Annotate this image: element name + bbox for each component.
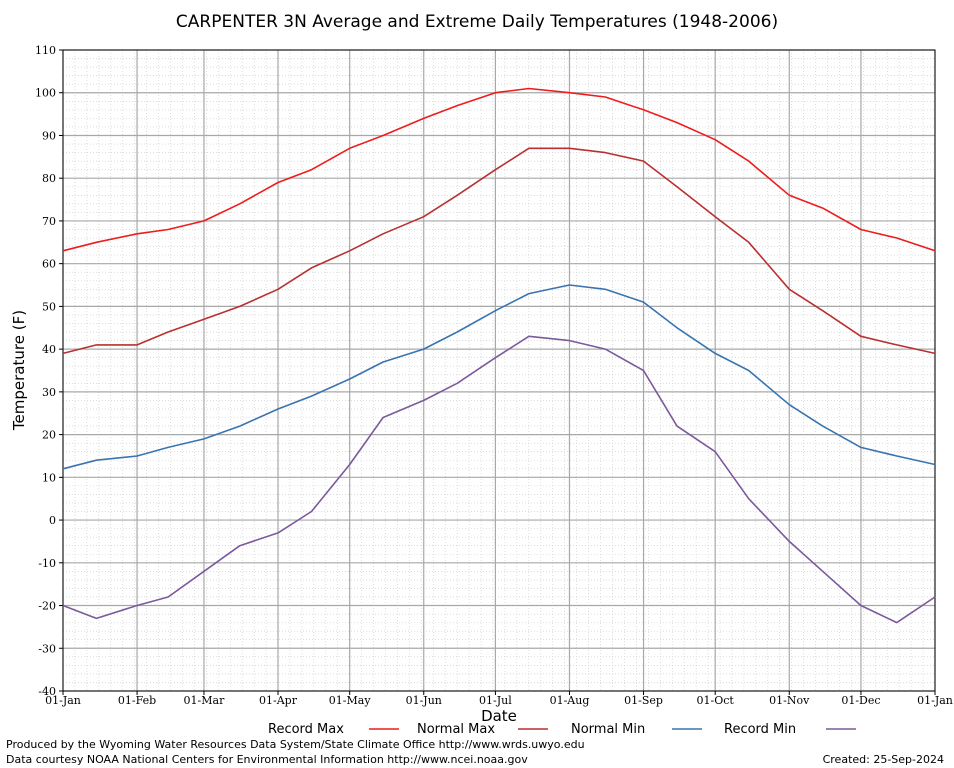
x-tick-label: 01-Feb (118, 694, 156, 707)
y-tick-label: 10 (42, 471, 56, 484)
x-tick-label: 01-Mar (184, 694, 226, 707)
y-tick-label: 60 (42, 258, 56, 271)
x-axis-label: Date (481, 707, 517, 725)
y-tick-label: -40 (38, 685, 56, 698)
x-tick-label: 01-Oct (697, 694, 735, 707)
x-tick-label: 01-Jan (45, 694, 81, 707)
legend-label: Record Min (724, 722, 796, 737)
y-tick-label: 20 (42, 429, 56, 442)
y-tick-label: 50 (42, 300, 56, 313)
y-tick-label: 100 (35, 87, 56, 100)
x-tick-label: 01-May (329, 694, 372, 707)
y-tick-label: -10 (38, 557, 56, 570)
y-tick-label: 40 (42, 343, 56, 356)
x-tick-label: 01-Dec (841, 694, 880, 707)
x-tick-label: 01-Sep (624, 694, 663, 707)
y-tick-label: -30 (38, 642, 56, 655)
plot-frame (62, 49, 936, 692)
y-axis-label: Temperature (F) (10, 310, 28, 431)
x-tick-label: 01-Aug (550, 694, 590, 707)
legend-label: Normal Max (417, 722, 495, 737)
series-line-normal-max (62, 147, 936, 355)
x-tick-label: 01-Jul (479, 694, 512, 707)
legend-label: Record Max (268, 722, 344, 737)
x-tick-label: 01-Jan (917, 694, 953, 707)
x-axis-ticks: 01-Jan 01-Feb 01-Mar 01-Apr 01-May 01-Jun 01-J… (45, 691, 953, 707)
footer-created: Created: 25-Sep-2024 (823, 753, 944, 766)
footer-credit-line1: Produced by the Wyoming Water Resources … (6, 738, 585, 751)
x-tick-label: 01-Nov (769, 694, 810, 707)
y-tick-label: 80 (42, 172, 56, 185)
chart-title: CARPENTER 3N Average and Extreme Daily T… (176, 12, 778, 32)
series-line-normal-min (62, 284, 936, 470)
grid (62, 49, 936, 692)
footer-credit-line2: Data courtesy NOAA National Centers for … (6, 753, 528, 766)
y-tick-label: 0 (49, 514, 56, 527)
y-tick-label: -20 (38, 600, 56, 613)
y-tick-label: 110 (35, 44, 56, 57)
y-tick-label: 70 (42, 215, 56, 228)
y-axis-ticks: -40 -30 -20 -10 0 10 20 30 40 50 60 70 80 90 100 110 (35, 44, 63, 698)
legend: Record Max Normal Max Normal Min Record Min (268, 722, 856, 737)
series-line-record-min (62, 335, 936, 624)
y-tick-label: 90 (42, 129, 56, 142)
series-lines (62, 87, 936, 624)
x-tick-label: 01-Jun (406, 694, 442, 707)
series-line-record-max (62, 87, 936, 252)
y-tick-label: 30 (42, 386, 56, 399)
x-tick-label: 01-Apr (259, 694, 298, 707)
legend-label: Normal Min (571, 722, 645, 737)
